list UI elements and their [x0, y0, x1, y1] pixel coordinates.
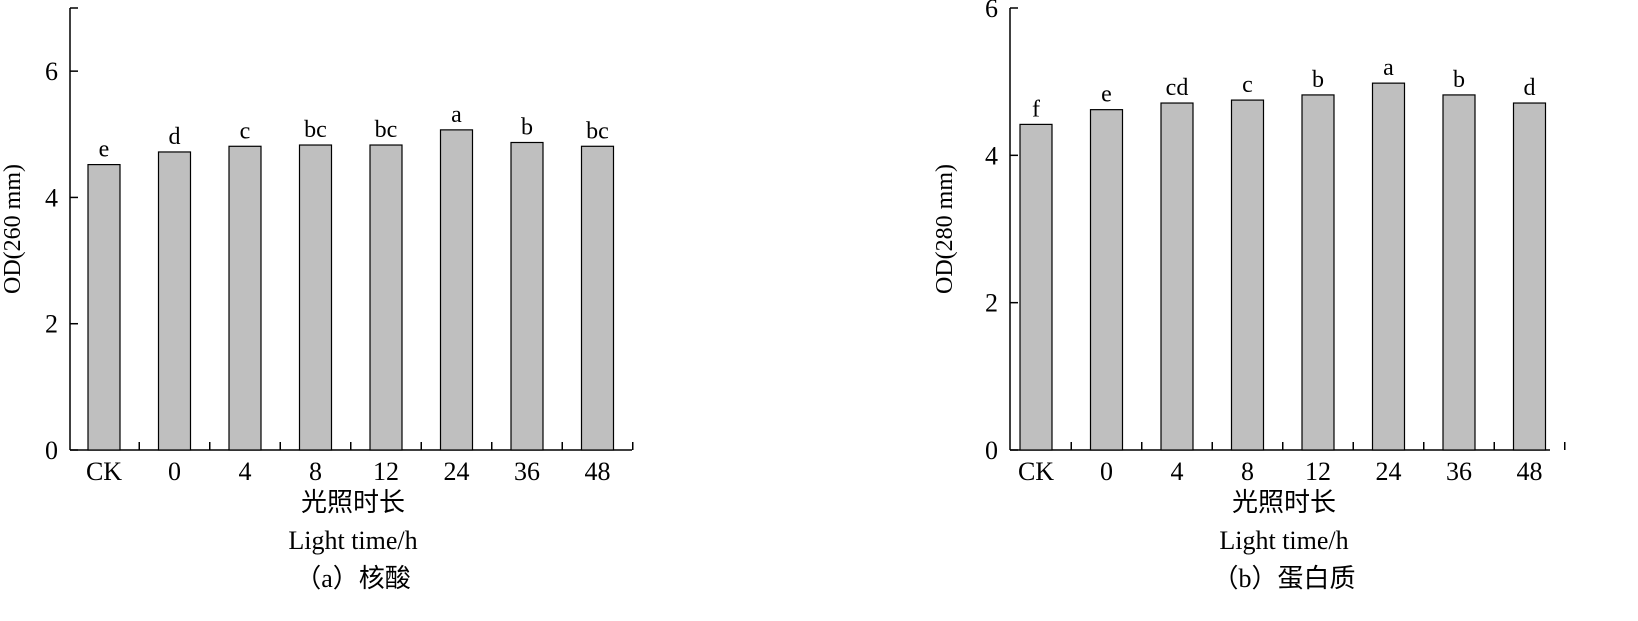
bar — [298, 144, 333, 451]
significance-label: d — [169, 124, 181, 150]
x-tick-label: 12 — [1305, 457, 1331, 486]
bar — [87, 163, 121, 451]
significance-label: e — [1101, 82, 1112, 108]
significance-label: b — [1312, 67, 1324, 93]
y-tick-label: 0 — [45, 436, 58, 465]
significance-label: c — [240, 118, 251, 144]
significance-label: b — [521, 114, 533, 140]
significance-label: bc — [304, 117, 327, 143]
x-tick-label: 36 — [514, 457, 540, 486]
significance-label: f — [1032, 96, 1040, 122]
bar — [1160, 102, 1194, 451]
x-tick-label: 8 — [1241, 457, 1254, 486]
x-axis-label-cn: 光照时长 — [1231, 488, 1336, 517]
x-tick-label: 4 — [239, 457, 252, 486]
significance-label: d — [1524, 75, 1536, 101]
x-axis-label-cn: 光照时长 — [300, 488, 405, 517]
chart-caption: （a）核酸 — [295, 564, 411, 593]
x-tick-label: 24 — [1376, 457, 1402, 486]
bar — [228, 145, 262, 451]
x-tick-label: 8 — [309, 457, 322, 486]
bar — [1371, 82, 1406, 451]
x-tick-label: 4 — [1171, 457, 1184, 486]
significance-label: bc — [375, 117, 398, 143]
y-tick-label: 2 — [45, 310, 58, 339]
significance-label: cd — [1166, 75, 1189, 101]
bar — [510, 141, 544, 451]
x-tick-label: 12 — [373, 457, 399, 486]
x-axis-label-en: Light time/h — [288, 526, 418, 555]
bar — [1019, 123, 1053, 451]
x-tick-label: 48 — [585, 457, 611, 486]
bar — [1301, 94, 1335, 451]
x-tick-label: 0 — [168, 457, 181, 486]
y-tick-label: 2 — [985, 289, 998, 318]
significance-label: a — [1383, 55, 1394, 81]
bar — [157, 151, 192, 451]
bar — [369, 144, 403, 451]
x-tick-label: CK — [1018, 457, 1054, 486]
y-tick-label: 6 — [45, 57, 58, 86]
x-tick-label: 0 — [1100, 457, 1113, 486]
chart-caption: （b）蛋白质 — [1212, 564, 1356, 593]
significance-label: c — [1242, 72, 1253, 98]
x-tick-label: CK — [86, 457, 122, 486]
bar — [1512, 102, 1547, 451]
x-tick-label: 24 — [444, 457, 470, 486]
x-tick-label: 36 — [1446, 457, 1472, 486]
x-axis-label-en: Light time/h — [1219, 526, 1349, 555]
significance-label: bc — [586, 118, 609, 144]
chart-panel-b: 0 2 4 6 f CK e 0 cd 4 c 8 b 12 a 24 b 36 d 48 OD(280 mm) 光照时… — [930, 0, 1638, 621]
y-tick-label: 0 — [985, 436, 998, 465]
bar — [1442, 94, 1476, 451]
bar — [1089, 109, 1124, 451]
bar — [580, 145, 615, 451]
chart-panel-a: 0 2 4 6 e CK d 0 c 4 bc 8 bc 12 a 24 b 36 bc 48 OD(260 mm) 光… — [0, 0, 680, 621]
y-tick-label: 4 — [985, 141, 998, 170]
x-tick-label: 48 — [1517, 457, 1543, 486]
y-tick-label: 4 — [45, 183, 58, 212]
significance-label: e — [99, 137, 110, 163]
bar — [439, 129, 474, 451]
significance-label: b — [1453, 67, 1465, 93]
y-axis-label: OD(260 mm) — [0, 164, 26, 294]
y-tick-label: 6 — [985, 0, 998, 23]
significance-label: a — [451, 102, 462, 128]
y-axis-label: OD(280 mm) — [932, 164, 958, 294]
bar — [1230, 99, 1265, 451]
